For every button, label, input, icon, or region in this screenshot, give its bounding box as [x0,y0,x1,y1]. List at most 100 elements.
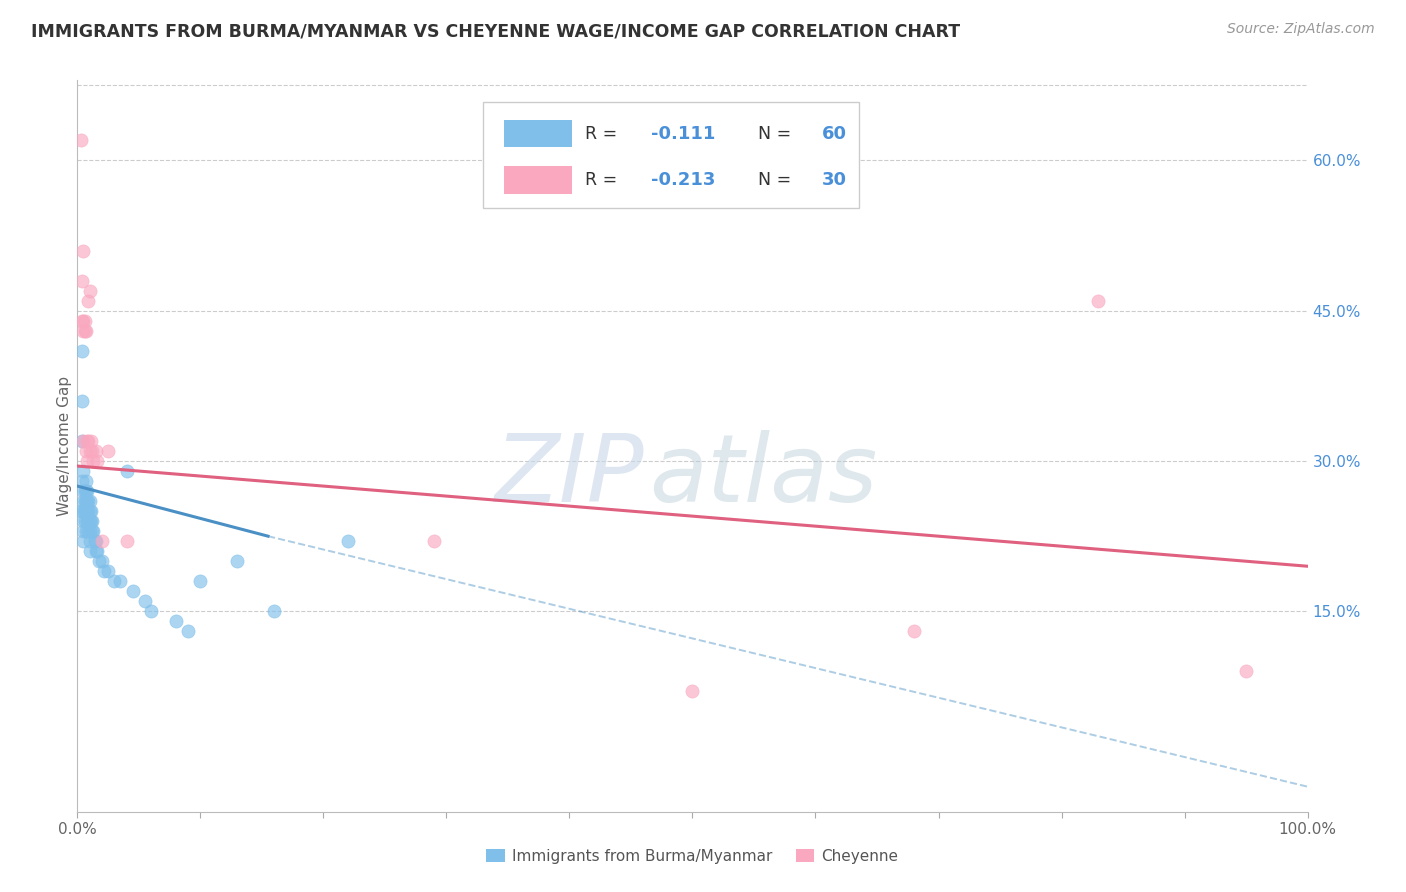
Point [84,534,107,549]
Point [86,454,108,468]
Point [1234,665,1257,679]
Point [72,244,94,258]
Point [80,504,103,518]
Point [82,524,104,538]
Point [79,524,101,538]
Point [115,534,138,549]
Point [73,484,96,499]
Text: R =: R = [585,125,623,143]
Text: R =: R = [585,171,623,189]
Point [134,594,156,608]
Point [73,504,96,518]
Point [72,504,94,518]
Point [73,494,96,508]
Y-axis label: Wage/Income Gap: Wage/Income Gap [56,376,72,516]
Point [337,534,360,549]
Point [70,314,93,328]
Point [110,574,132,589]
Point [79,494,101,508]
Point [1087,293,1109,308]
Point [90,554,114,568]
Point [188,574,212,589]
Point [84,444,107,458]
Point [97,444,120,458]
Point [75,524,97,538]
Point [84,544,107,558]
Point [77,524,100,538]
Point [141,604,163,618]
Point [72,434,94,448]
Point [72,314,94,328]
Point [79,534,101,549]
Text: 30: 30 [821,171,846,189]
Point [83,534,105,549]
Point [76,484,98,499]
Text: atlas: atlas [650,430,877,521]
Point [115,464,138,478]
Point [75,474,97,488]
Point [70,133,93,147]
Point [79,514,101,528]
FancyBboxPatch shape [505,120,572,147]
FancyBboxPatch shape [484,103,859,209]
Point [90,534,114,549]
Text: -0.213: -0.213 [651,171,716,189]
Point [177,624,200,639]
Point [72,524,94,538]
Point [82,454,104,468]
Point [70,504,93,518]
Point [79,544,101,558]
Text: N =: N = [758,125,796,143]
Point [77,494,100,508]
Point [79,504,101,518]
Point [72,324,94,338]
Point [79,284,101,298]
Point [80,514,103,528]
Point [103,574,125,589]
Point [82,514,104,528]
Point [76,494,98,508]
Point [77,514,100,528]
Point [75,444,97,458]
Point [97,564,120,578]
Point [226,554,249,568]
Point [76,514,98,528]
Text: N =: N = [758,171,796,189]
Point [72,464,94,478]
Point [75,484,97,499]
Point [165,615,187,629]
Legend: Immigrants from Burma/Myanmar, Cheyenne: Immigrants from Burma/Myanmar, Cheyenne [481,843,904,870]
Point [263,604,285,618]
Point [82,444,104,458]
Point [73,514,96,528]
Point [73,314,96,328]
Point [79,444,101,458]
Point [82,524,104,538]
Point [77,434,100,448]
Point [70,474,93,488]
FancyBboxPatch shape [505,166,572,194]
Point [75,504,97,518]
Point [75,324,97,338]
Point [86,544,108,558]
Point [72,494,94,508]
Point [903,624,925,639]
Point [72,484,94,499]
Point [77,293,100,308]
Point [76,434,98,448]
Point [93,564,115,578]
Point [121,584,143,599]
Text: Source: ZipAtlas.com: Source: ZipAtlas.com [1227,22,1375,37]
Text: ZIP: ZIP [494,430,644,521]
Point [76,504,98,518]
Text: -0.111: -0.111 [651,125,716,143]
Point [72,514,94,528]
Text: IMMIGRANTS FROM BURMA/MYANMAR VS CHEYENNE WAGE/INCOME GAP CORRELATION CHART: IMMIGRANTS FROM BURMA/MYANMAR VS CHEYENN… [31,22,960,40]
Point [77,504,100,518]
Point [682,684,704,698]
Point [75,494,97,508]
Point [70,343,93,358]
Point [423,534,446,549]
Point [80,434,103,448]
Text: 60: 60 [821,125,846,143]
